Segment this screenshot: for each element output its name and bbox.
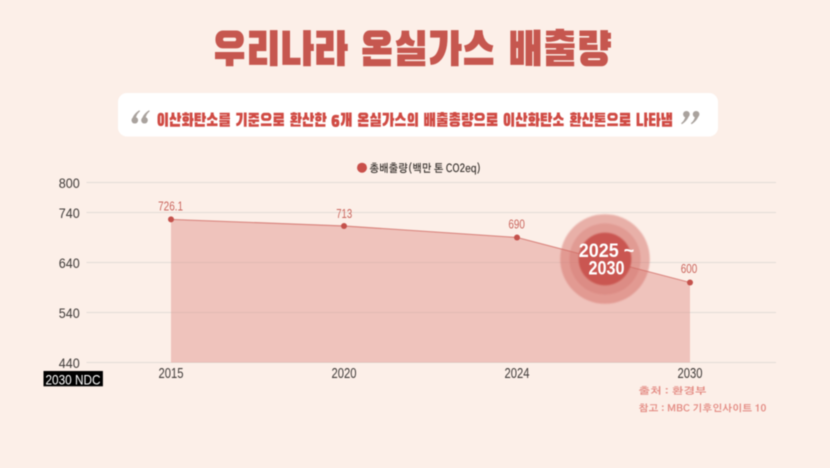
svg-text:2030: 2030 (678, 366, 703, 382)
svg-text:800: 800 (59, 175, 80, 191)
svg-text:740: 740 (59, 205, 80, 221)
svg-text:690: 690 (508, 217, 525, 232)
svg-text:2025 ~: 2025 ~ (579, 240, 635, 262)
svg-text:2015: 2015 (159, 366, 184, 382)
svg-text:2020: 2020 (332, 366, 357, 382)
svg-text:640: 640 (59, 255, 80, 271)
svg-text:2030 NDC: 2030 NDC (46, 371, 101, 387)
svg-text:540: 540 (59, 305, 80, 321)
svg-text:2024: 2024 (505, 366, 530, 382)
svg-text:726.1: 726.1 (158, 199, 183, 214)
svg-text:600: 600 (681, 261, 698, 276)
svg-text:713: 713 (336, 206, 352, 221)
svg-text:440: 440 (59, 355, 80, 371)
svg-text:2030: 2030 (589, 257, 625, 279)
